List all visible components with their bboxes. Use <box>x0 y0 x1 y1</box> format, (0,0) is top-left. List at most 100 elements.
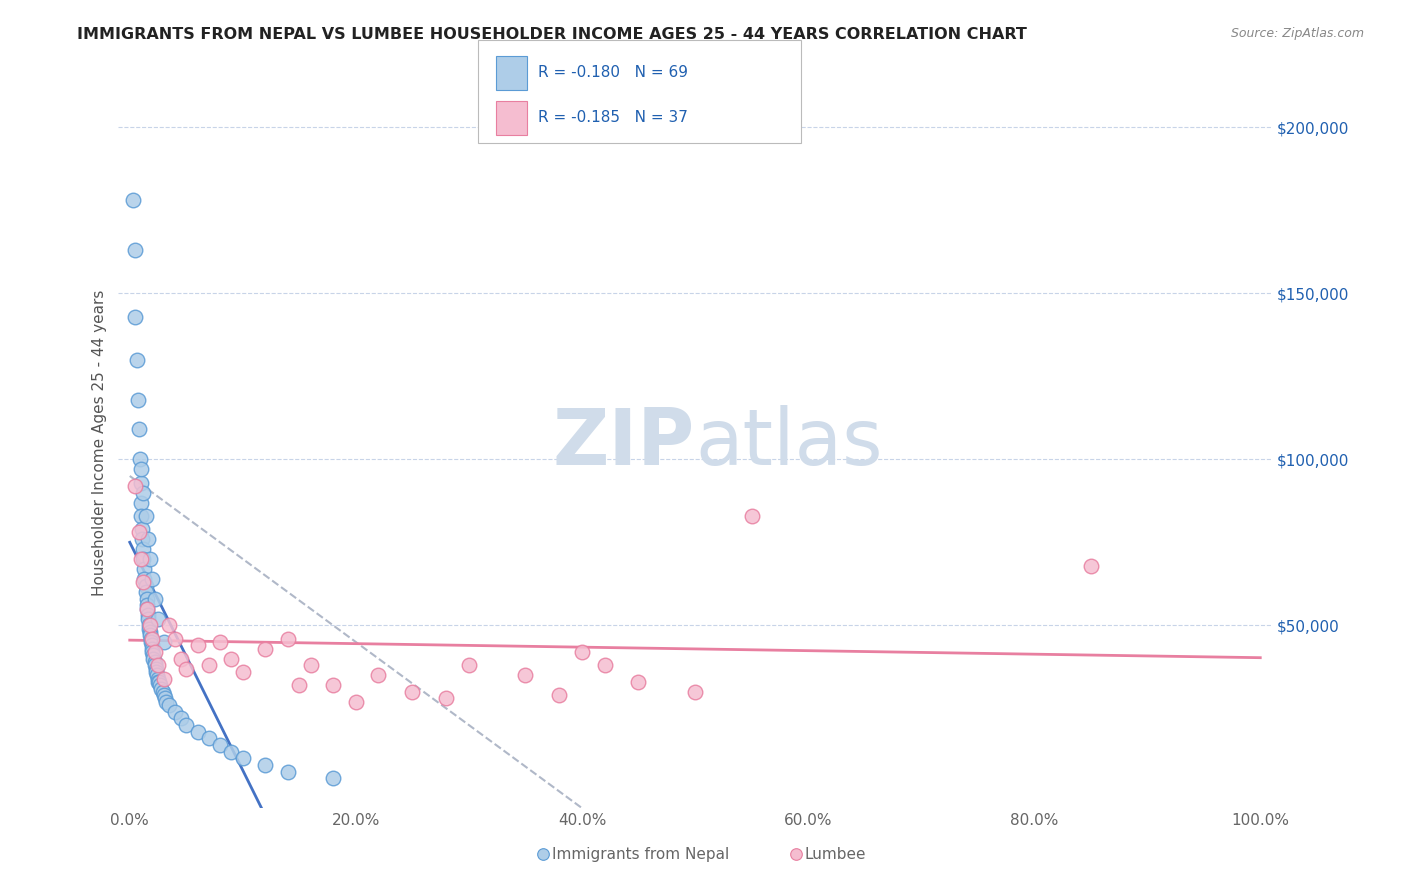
Point <box>146 672 169 686</box>
Point <box>143 655 166 669</box>
Point <box>163 632 186 646</box>
Point <box>169 651 191 665</box>
Point <box>155 695 177 709</box>
Point <box>157 618 180 632</box>
Point <box>124 243 146 257</box>
Point <box>141 638 163 652</box>
Point <box>277 632 299 646</box>
Point <box>131 522 153 536</box>
Point <box>254 641 277 656</box>
Point <box>458 658 481 673</box>
Text: Immigrants from Nepal: Immigrants from Nepal <box>551 847 728 862</box>
Point <box>322 678 344 692</box>
Point <box>139 618 162 632</box>
Point <box>132 542 155 557</box>
Point <box>254 758 277 772</box>
Point <box>132 485 155 500</box>
Point <box>741 508 763 523</box>
Point <box>593 658 616 673</box>
Point <box>515 668 537 682</box>
Point <box>143 658 166 673</box>
Point <box>152 672 174 686</box>
Point <box>209 738 232 752</box>
Point <box>157 698 180 712</box>
Point <box>135 591 157 606</box>
Point <box>135 578 157 592</box>
Text: atlas: atlas <box>695 405 883 481</box>
Point <box>367 668 389 682</box>
Point <box>142 648 165 663</box>
Text: IMMIGRANTS FROM NEPAL VS LUMBEE HOUSEHOLDER INCOME AGES 25 - 44 YEARS CORRELATIO: IMMIGRANTS FROM NEPAL VS LUMBEE HOUSEHOL… <box>77 27 1028 42</box>
Point <box>627 674 650 689</box>
Point <box>129 475 152 490</box>
Point <box>146 658 169 673</box>
Point <box>145 665 167 679</box>
Point <box>169 711 191 725</box>
Point <box>142 651 165 665</box>
Y-axis label: Householder Income Ages 25 - 44 years: Householder Income Ages 25 - 44 years <box>93 290 107 596</box>
Point <box>187 638 209 652</box>
Point <box>785 847 807 862</box>
Point <box>344 695 367 709</box>
Point <box>221 745 243 759</box>
Point <box>571 645 593 659</box>
Point <box>129 495 152 509</box>
Point <box>135 602 157 616</box>
Point <box>277 764 299 779</box>
Point <box>125 352 148 367</box>
Point <box>322 771 344 785</box>
Point <box>198 731 221 746</box>
Point <box>128 525 150 540</box>
Point <box>135 585 157 599</box>
Point <box>131 532 153 546</box>
Point <box>136 608 159 623</box>
Point <box>143 645 166 659</box>
Point <box>299 658 322 673</box>
Point <box>127 392 149 407</box>
Point <box>149 678 172 692</box>
Point <box>141 632 163 646</box>
Point <box>187 724 209 739</box>
Point <box>122 194 145 208</box>
Point <box>124 479 146 493</box>
Point <box>174 662 197 676</box>
Point <box>146 612 169 626</box>
Point <box>138 618 160 632</box>
Point <box>401 685 423 699</box>
Text: ZIP: ZIP <box>553 405 695 481</box>
Point <box>138 622 160 636</box>
Point <box>134 572 156 586</box>
Point <box>139 628 162 642</box>
Point <box>129 508 152 523</box>
Point <box>141 632 163 646</box>
Point <box>139 552 162 566</box>
Point <box>129 462 152 476</box>
Point <box>531 847 554 862</box>
Point <box>141 641 163 656</box>
Point <box>129 552 152 566</box>
Point <box>221 651 243 665</box>
Point <box>209 635 232 649</box>
Point <box>152 685 174 699</box>
Text: Source: ZipAtlas.com: Source: ZipAtlas.com <box>1230 27 1364 40</box>
Point <box>163 705 186 719</box>
Point <box>136 612 159 626</box>
Point <box>141 645 163 659</box>
Point <box>288 678 311 692</box>
Point <box>134 562 156 576</box>
Point <box>128 422 150 436</box>
Point <box>1080 558 1102 573</box>
Point <box>152 635 174 649</box>
Point <box>152 688 174 702</box>
Point <box>174 718 197 732</box>
Point <box>198 658 221 673</box>
Point <box>150 681 173 696</box>
Point <box>132 552 155 566</box>
Text: R = -0.180   N = 69: R = -0.180 N = 69 <box>538 65 689 80</box>
Point <box>232 665 254 679</box>
Point <box>232 751 254 765</box>
Point <box>153 691 176 706</box>
Text: R = -0.185   N = 37: R = -0.185 N = 37 <box>538 110 689 125</box>
Point <box>683 685 706 699</box>
Point <box>124 310 146 324</box>
